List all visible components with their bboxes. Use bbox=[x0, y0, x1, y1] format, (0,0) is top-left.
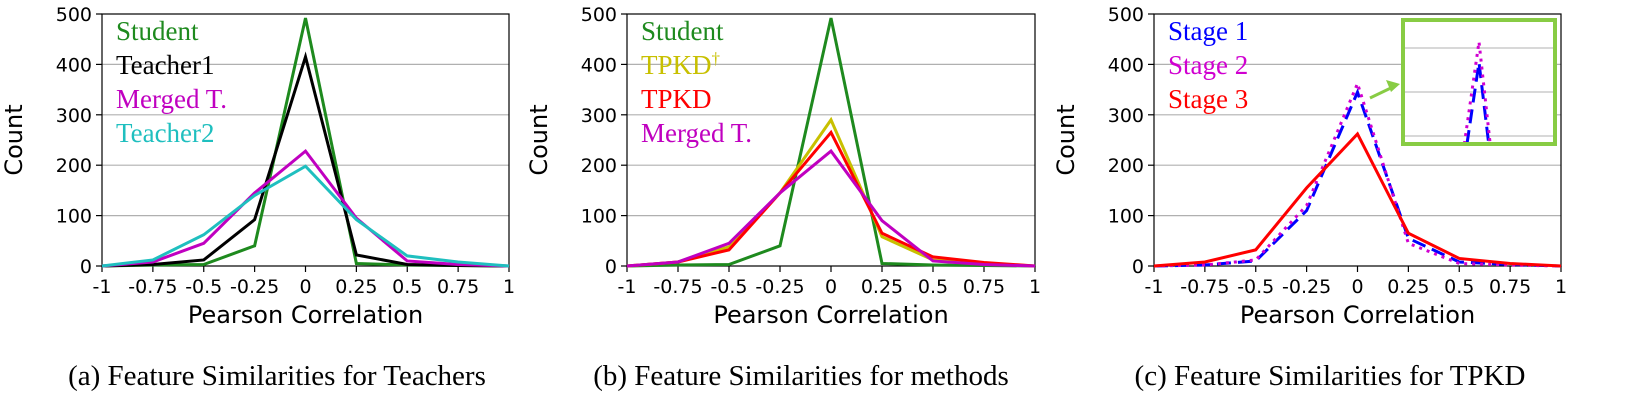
inset-background bbox=[1403, 20, 1555, 144]
series-line-teacher1 bbox=[101, 51, 510, 268]
x-tick-label: 0 bbox=[825, 276, 837, 298]
chart-panel-1: 0 100 200 300 400 500 -1 -0.75 -0.5 -0.25 0 0.25 0.5… bbox=[0, 4, 515, 392]
x-tick-label: 0.25 bbox=[861, 276, 903, 298]
legend-entry: Stage 2 bbox=[1168, 50, 1248, 80]
x-tick-label: 0.5 bbox=[918, 276, 948, 298]
series-line-merged-t- bbox=[626, 148, 1036, 268]
x-tick-label: 0.5 bbox=[1444, 276, 1474, 298]
panel-caption: (b) Feature Similarities for methods bbox=[593, 360, 1009, 392]
y-tick-label: 400 bbox=[581, 54, 617, 76]
inset-series-line bbox=[1465, 62, 1491, 145]
x-tick-label: -0.25 bbox=[755, 276, 804, 298]
y-tick-label: 500 bbox=[56, 4, 92, 26]
legend-entry: Teacher1 bbox=[116, 50, 215, 80]
legend-superscript: † bbox=[712, 49, 721, 68]
y-tick-label: 200 bbox=[56, 155, 92, 177]
chart-panel-2: 0 100 200 300 400 500 -1 -0.75 -0.5 -0.25 0 0.25 0.5… bbox=[525, 4, 1041, 392]
x-tick-label: 1 bbox=[1555, 276, 1567, 298]
series-line-merged-t- bbox=[101, 148, 510, 268]
legend-entry: TPKD† bbox=[641, 49, 720, 80]
y-tick-label: 0 bbox=[80, 256, 92, 278]
x-tick-label: 0 bbox=[299, 276, 311, 298]
x-tick-label: -0.75 bbox=[653, 276, 702, 298]
x-axis-label: Pearson Correlation bbox=[188, 301, 423, 329]
legend-entry: Student bbox=[116, 16, 199, 46]
y-tick-label: 100 bbox=[581, 206, 617, 228]
y-tick-label: 200 bbox=[581, 155, 617, 177]
y-axis-label: Count bbox=[1052, 104, 1080, 175]
x-tick-label: -1 bbox=[93, 276, 112, 298]
x-tick-label: 0 bbox=[1351, 276, 1363, 298]
y-tick-label: 500 bbox=[1108, 4, 1144, 26]
legend-entry: Stage 3 bbox=[1168, 84, 1248, 114]
y-tick-label: 300 bbox=[56, 105, 92, 127]
x-tick-label: -1 bbox=[618, 276, 637, 298]
x-tick-label: 0.25 bbox=[335, 276, 377, 298]
legend-entry: Student bbox=[641, 16, 724, 46]
x-axis-label: Pearson Correlation bbox=[1240, 301, 1475, 329]
legend-entry: Teacher2 bbox=[116, 118, 215, 148]
x-tick-label: 0.75 bbox=[1489, 276, 1531, 298]
x-tick-label: -0.5 bbox=[1237, 276, 1274, 298]
y-tick-label: 100 bbox=[1108, 206, 1144, 228]
panel-caption: (a) Feature Similarities for Teachers bbox=[68, 360, 486, 392]
y-axis-label: Count bbox=[0, 104, 28, 175]
x-tick-label: 0.25 bbox=[1387, 276, 1429, 298]
x-tick-label: -0.75 bbox=[128, 276, 177, 298]
x-tick-label: 0.75 bbox=[963, 276, 1005, 298]
series-line-teacher2 bbox=[101, 164, 510, 268]
x-tick-label: 0.5 bbox=[392, 276, 422, 298]
y-tick-label: 200 bbox=[1108, 155, 1144, 177]
inset-zoom bbox=[1369, 18, 1557, 146]
y-tick-label: 100 bbox=[56, 206, 92, 228]
inset-arrow-head bbox=[1386, 80, 1400, 92]
y-tick-label: 400 bbox=[56, 54, 92, 76]
x-tick-label: -0.5 bbox=[710, 276, 747, 298]
x-tick-label: -0.25 bbox=[1282, 276, 1331, 298]
series-line-student bbox=[626, 17, 1036, 268]
x-tick-label: 1 bbox=[1029, 276, 1041, 298]
y-tick-label: 400 bbox=[1108, 54, 1144, 76]
x-tick-label: -0.5 bbox=[185, 276, 222, 298]
inset-series-line bbox=[1462, 41, 1492, 145]
y-axis-label: Count bbox=[525, 104, 553, 175]
legend-entry: Merged T. bbox=[641, 118, 752, 148]
legend-entry: Merged T. bbox=[116, 84, 227, 114]
chart-panel-3: 0 100 200 300 400 500 -1 -0.75 -0.5 -0.25 0 0.25 0.5… bbox=[1052, 4, 1567, 392]
y-tick-label: 300 bbox=[1108, 105, 1144, 127]
y-tick-label: 500 bbox=[581, 4, 617, 26]
y-tick-label: 300 bbox=[581, 105, 617, 127]
legend-entry: Stage 1 bbox=[1168, 16, 1248, 46]
x-tick-label: 1 bbox=[503, 276, 515, 298]
y-tick-label: 0 bbox=[605, 256, 617, 278]
series-line-tpkd bbox=[626, 129, 1036, 268]
x-tick-label: 0.75 bbox=[437, 276, 479, 298]
inset-border bbox=[1401, 18, 1557, 146]
x-axis-label: Pearson Correlation bbox=[713, 301, 948, 329]
series-line-stage-3 bbox=[1153, 131, 1562, 268]
x-tick-label: -0.25 bbox=[230, 276, 279, 298]
legend-entry: TPKD bbox=[641, 84, 712, 114]
panel-caption: (c) Feature Similarities for TPKD bbox=[1135, 360, 1526, 392]
y-tick-label: 0 bbox=[1132, 256, 1144, 278]
series-line-stage-1 bbox=[1153, 87, 1562, 268]
x-tick-label: -1 bbox=[1145, 276, 1164, 298]
x-tick-label: -0.75 bbox=[1180, 276, 1229, 298]
